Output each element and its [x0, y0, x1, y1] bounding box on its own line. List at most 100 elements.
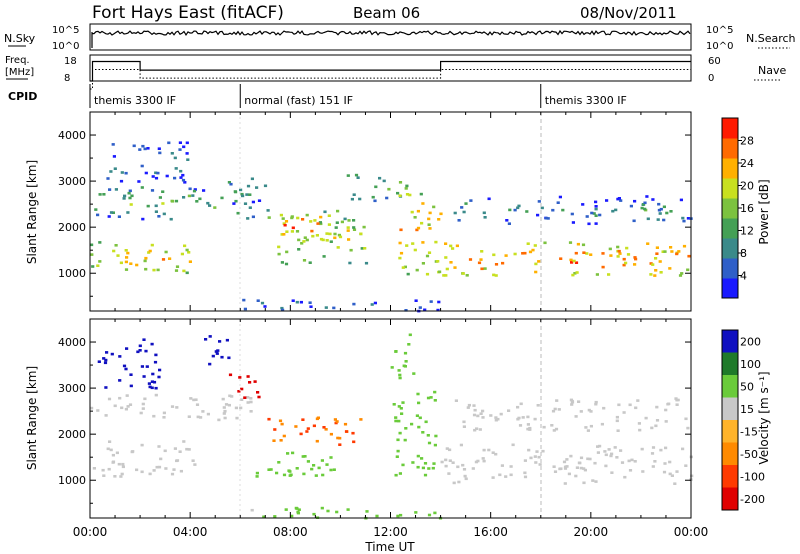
vel-cell-r9 [569, 454, 573, 458]
vel-cell-r6 [329, 456, 333, 459]
power-cell-r1 [251, 215, 255, 219]
power-cell-r4 [300, 242, 304, 245]
power-cell-r2 [144, 171, 148, 175]
vel-cell-r0 [163, 449, 167, 453]
vel-cell-r2 [125, 347, 129, 350]
power-cell-r8 [455, 244, 459, 248]
power-cell-r7 [405, 244, 409, 247]
vel-cell-r9 [588, 457, 592, 461]
cpid-segment-2: themis 3300 IF [545, 94, 627, 107]
power-cell-r8 [589, 253, 593, 256]
colorbar-tick-label-24: 24 [740, 157, 754, 170]
vel-cell-r6 [321, 473, 325, 477]
vel-cell-r10 [528, 426, 532, 430]
nave-label: Nave [758, 64, 786, 77]
vel-cell-r1 [227, 403, 231, 407]
vel-cell-r9 [535, 450, 539, 453]
vel-cell-r10 [674, 397, 678, 400]
vel-cell-r10 [655, 405, 659, 409]
colorbar-frame [721, 117, 739, 299]
vel-cell-r7 [401, 463, 405, 467]
vel-cell-r9 [633, 460, 637, 463]
power-cell-r8 [575, 271, 579, 274]
vel-cell-r1 [189, 397, 193, 400]
power-cell-r7 [399, 251, 404, 255]
cpid-segment-0: themis 3300 IF [94, 94, 176, 107]
freq-label-line2: [MHz] [5, 67, 34, 78]
vel-cell-r7 [403, 438, 407, 442]
vel-cell-r9 [668, 460, 672, 464]
time-tick-label-3: 12:00 [373, 525, 408, 539]
vel-cell-r0 [119, 475, 123, 478]
vel-cell-r10 [554, 427, 559, 431]
vel-cell-r9 [445, 447, 449, 450]
vel-cell-r9 [630, 458, 634, 462]
power-cell-r8 [480, 250, 484, 253]
power-cell-r4 [360, 247, 364, 250]
vel-cell-r10 [499, 412, 503, 416]
colorbar-tick-label-28: 28 [740, 135, 754, 148]
power-cell-r2 [151, 175, 155, 178]
power-cell-r4 [323, 210, 327, 214]
vel-cell-r9 [563, 467, 568, 470]
vel-cell-r10 [589, 410, 593, 413]
vel-cell-r7 [423, 473, 428, 477]
vel-cell-r7 [424, 420, 428, 424]
colorbar-swatch [722, 158, 738, 179]
vel-cell-r0 [106, 447, 110, 451]
power-cell-r4 [328, 232, 332, 236]
vel-cell-r10 [555, 399, 559, 402]
vel-cell-r5 [343, 422, 348, 426]
vel-cell-r5 [336, 436, 340, 440]
vel-cell-r1 [240, 398, 244, 401]
power-cell-r9 [611, 209, 615, 213]
power-cell-r9 [570, 212, 574, 216]
vel-cell-r3 [240, 387, 244, 391]
power-cell-r10 [437, 300, 441, 304]
vel-cell-r2 [122, 364, 127, 368]
vel-cell-r2 [142, 338, 146, 341]
power-cell-r1 [246, 217, 250, 220]
time-tick-label-2: 08:00 [273, 525, 308, 539]
power-cell-r0 [150, 243, 154, 247]
power-cell-r6 [382, 179, 386, 183]
power-cell-r4 [297, 248, 301, 251]
vel-cell-r9 [591, 479, 595, 482]
vel-cell-r9 [464, 477, 468, 481]
power-cell-r8 [574, 261, 579, 264]
power-cell-r10 [423, 308, 427, 312]
power-cell-r1 [158, 196, 162, 199]
vel-cell-r9 [482, 459, 486, 463]
vel-cell-r10 [516, 405, 520, 409]
power-cell-r1 [161, 190, 165, 193]
power-ylabel: Slant Range [km] [25, 160, 39, 264]
vel-cell-r10 [637, 422, 641, 425]
vel-cell-r11 [326, 509, 330, 513]
power-cell-r9 [558, 195, 562, 199]
vel-cell-r0 [157, 445, 161, 448]
power-cell-r5 [282, 233, 286, 236]
power-cell-r4 [284, 262, 289, 266]
vel-cell-r11 [273, 515, 277, 518]
power-cell-r10 [308, 301, 312, 304]
vel-cell-r4 [225, 338, 229, 342]
power-cell-r4 [303, 236, 307, 239]
vel-cell-r10 [615, 419, 619, 423]
power-cell-r4 [352, 228, 357, 231]
vel-cell-r1 [90, 406, 94, 410]
vel-cell-r6 [287, 469, 291, 472]
vel-cell-r0 [148, 472, 152, 476]
power-cell-r6 [346, 174, 350, 177]
colorbar-swatch [722, 138, 738, 159]
power-cell-r8 [494, 263, 499, 266]
power-cell-r9 [517, 204, 521, 208]
power-cell-r9 [537, 200, 541, 203]
vel-cell-r0 [135, 468, 139, 472]
vel-cell-r9 [563, 482, 567, 485]
vel-cell-r9 [567, 472, 571, 476]
velocity-y-axis: 1000 2000 3000 4000 [58, 336, 691, 504]
power-cell-r4 [297, 238, 301, 242]
power-cell-r8 [453, 266, 457, 269]
velocity-panel: 1000 2000 3000 4000 Slant Range [km] 200 100… [25, 318, 771, 520]
colorbar-swatch [722, 442, 738, 466]
